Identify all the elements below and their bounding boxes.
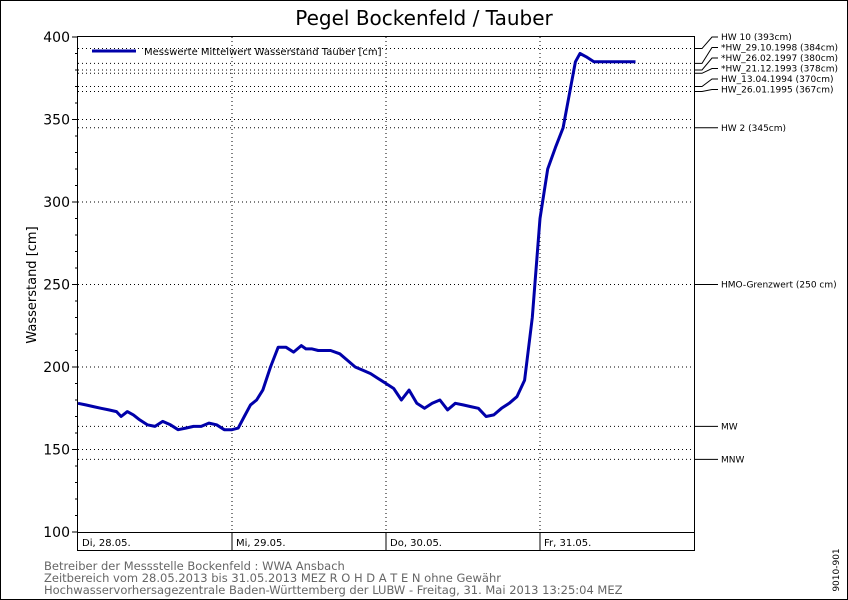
y-axis: 100 150 200 250 300 350 400 <box>43 30 78 541</box>
reference-label: MNW <box>721 455 744 465</box>
day-label: Fr, 31.05. <box>544 538 591 549</box>
y-tick-label: 300 <box>43 195 70 211</box>
reference-label: MW <box>721 422 738 432</box>
y-tick-label: 350 <box>43 113 70 129</box>
footer-source: Hochwasservorhersagezentrale Baden-Württ… <box>44 583 623 597</box>
reference-label: HW 2 (345cm) <box>721 124 786 134</box>
reference-label: *HW_21.12.1993 (378cm) <box>721 65 838 75</box>
series-layer <box>77 52 636 432</box>
y-tick-label: 250 <box>43 278 70 294</box>
day-label: Do, 30.05. <box>390 538 442 549</box>
x-axis-days: Di, 28.05. Mi, 29.05. Do, 30.05. Fr, 31.05. <box>82 532 591 550</box>
footer-operator: Betreiber der Messstelle Bockenfeld : WW… <box>44 559 345 573</box>
y-axis-label: Wasserstand [cm] <box>25 226 40 343</box>
reference-label: HW_13.04.1994 (370cm) <box>721 75 833 85</box>
series-line-0 <box>77 52 636 432</box>
reference-label: HMO-Grenzwert (250 cm) <box>721 281 837 291</box>
reference-label: HW 10 (393cm) <box>721 33 792 43</box>
y-tick-label: 150 <box>43 443 70 459</box>
reference-leader <box>694 89 718 92</box>
reference-leader <box>694 68 718 74</box>
legend-label: Messwerte Mittelwert Wasserstand Tauber … <box>144 47 382 58</box>
day-label: Mi, 29.05. <box>236 538 286 549</box>
y-tick-label: 400 <box>43 30 70 46</box>
reference-leader <box>694 47 718 64</box>
footer-timerange: Zeitbereich vom 28.05.2013 bis 31.05.201… <box>44 571 501 585</box>
reference-leader <box>694 57 718 71</box>
reference-leader <box>694 78 718 87</box>
reference-leader <box>694 36 718 50</box>
day-label: Di, 28.05. <box>82 538 131 549</box>
y-tick-label: 100 <box>43 525 70 541</box>
y-tick-label: 200 <box>43 360 70 376</box>
reference-label: *HW_26.02.1997 (380cm) <box>721 54 838 64</box>
chart-title: Pegel Bockenfeld / Tauber <box>295 6 553 30</box>
reference-label: HW_26.01.1995 (367cm) <box>721 86 833 96</box>
reference-label: *HW_29.10.1998 (384cm) <box>721 44 838 54</box>
chart-code: 9010-901 <box>832 548 842 591</box>
reference-lines: HW 10 (393cm)*HW_29.10.1998 (384cm)*HW_2… <box>78 33 838 465</box>
legend: Messwerte Mittelwert Wasserstand Tauber … <box>92 47 382 58</box>
